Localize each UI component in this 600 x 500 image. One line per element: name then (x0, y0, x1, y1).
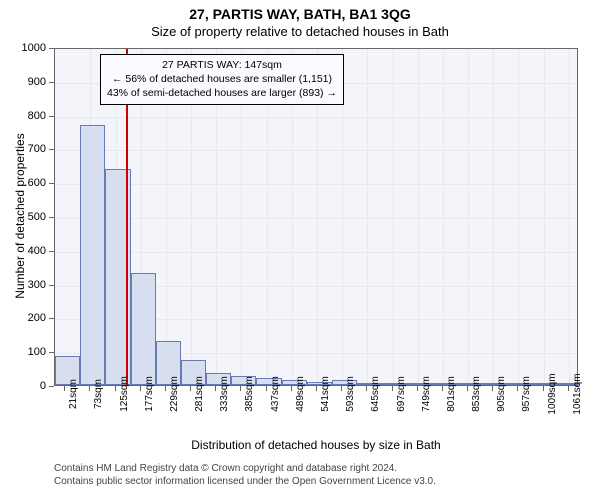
xtick-label: 125sqm (119, 376, 130, 412)
ytick-label: 900 (0, 76, 46, 88)
xtick-label: 1009sqm (547, 373, 558, 414)
chart-title: 27, PARTIS WAY, BATH, BA1 3QG (0, 0, 600, 22)
annotation-line3: 43% of semi-detached houses are larger (… (107, 86, 337, 100)
xtick-label: 437sqm (270, 376, 281, 412)
annotation-line2: ← 56% of detached houses are smaller (1,… (107, 72, 337, 86)
ytick-mark (49, 183, 54, 184)
xtick-mark (492, 386, 493, 391)
xtick-mark (190, 386, 191, 391)
footer-attribution: Contains HM Land Registry data © Crown c… (54, 462, 436, 488)
xtick-mark (442, 386, 443, 391)
xtick-mark (266, 386, 267, 391)
xtick-mark (467, 386, 468, 391)
ytick-label: 400 (0, 245, 46, 257)
xtick-mark (392, 386, 393, 391)
ytick-label: 100 (0, 346, 46, 358)
ytick-label: 800 (0, 110, 46, 122)
xtick-mark (115, 386, 116, 391)
xtick-label: 333sqm (219, 376, 230, 412)
gridline-v (367, 49, 368, 385)
xtick-label: 697sqm (396, 376, 407, 412)
histogram-bar (80, 125, 105, 385)
xtick-mark (240, 386, 241, 391)
ytick-mark (49, 116, 54, 117)
xtick-label: 541sqm (320, 376, 331, 412)
xtick-label: 1061sqm (572, 373, 583, 414)
ytick-label: 700 (0, 143, 46, 155)
gridline-v (418, 49, 419, 385)
gridline-h (55, 218, 577, 219)
x-axis-label: Distribution of detached houses by size … (54, 438, 578, 452)
xtick-label: 593sqm (345, 376, 356, 412)
xtick-mark (215, 386, 216, 391)
xtick-mark (316, 386, 317, 391)
xtick-mark (140, 386, 141, 391)
ytick-mark (49, 48, 54, 49)
gridline-v (544, 49, 545, 385)
xtick-label: 905sqm (496, 376, 507, 412)
gridline-v (569, 49, 570, 385)
ytick-mark (49, 82, 54, 83)
ytick-label: 1000 (0, 42, 46, 54)
chart-subtitle: Size of property relative to detached ho… (0, 22, 600, 43)
gridline-v (518, 49, 519, 385)
xtick-label: 957sqm (521, 376, 532, 412)
xtick-mark (366, 386, 367, 391)
xtick-mark (517, 386, 518, 391)
ytick-mark (49, 318, 54, 319)
ytick-mark (49, 352, 54, 353)
ytick-label: 0 (0, 380, 46, 392)
xtick-mark (291, 386, 292, 391)
xtick-label: 229sqm (169, 376, 180, 412)
annotation-box: 27 PARTIS WAY: 147sqm ← 56% of detached … (100, 54, 344, 105)
xtick-label: 21sqm (68, 379, 79, 409)
xtick-mark (341, 386, 342, 391)
xtick-mark (165, 386, 166, 391)
gridline-h (55, 252, 577, 253)
xtick-mark (568, 386, 569, 391)
gridline-v (493, 49, 494, 385)
gridline-v (443, 49, 444, 385)
xtick-label: 801sqm (446, 376, 457, 412)
xtick-mark (543, 386, 544, 391)
gridline-h (55, 184, 577, 185)
gridline-v (468, 49, 469, 385)
xtick-label: 281sqm (194, 376, 205, 412)
ytick-label: 200 (0, 312, 46, 324)
histogram-bar (131, 273, 156, 385)
ytick-mark (49, 251, 54, 252)
ytick-mark (49, 149, 54, 150)
footer-line2: Contains public sector information licen… (54, 475, 436, 488)
xtick-label: 177sqm (144, 376, 155, 412)
xtick-mark (417, 386, 418, 391)
xtick-label: 853sqm (471, 376, 482, 412)
ytick-label: 600 (0, 177, 46, 189)
annotation-line1: 27 PARTIS WAY: 147sqm (107, 58, 337, 72)
gridline-h (55, 150, 577, 151)
ytick-label: 300 (0, 279, 46, 291)
xtick-label: 489sqm (295, 376, 306, 412)
ytick-mark (49, 285, 54, 286)
xtick-mark (64, 386, 65, 391)
xtick-label: 749sqm (421, 376, 432, 412)
ytick-mark (49, 217, 54, 218)
xtick-label: 73sqm (93, 379, 104, 409)
footer-line1: Contains HM Land Registry data © Crown c… (54, 462, 436, 475)
xtick-mark (89, 386, 90, 391)
xtick-label: 385sqm (244, 376, 255, 412)
ytick-mark (49, 386, 54, 387)
gridline-v (393, 49, 394, 385)
ytick-label: 500 (0, 211, 46, 223)
xtick-label: 645sqm (370, 376, 381, 412)
gridline-h (55, 117, 577, 118)
